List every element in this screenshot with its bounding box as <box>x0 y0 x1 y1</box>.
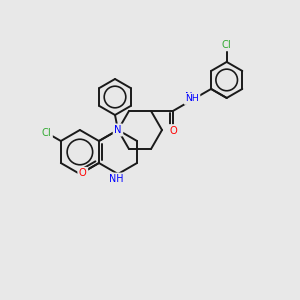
Text: N: N <box>185 92 193 102</box>
Text: Cl: Cl <box>222 40 232 50</box>
Text: Cl: Cl <box>42 128 51 138</box>
Text: O: O <box>79 168 87 178</box>
Text: O: O <box>169 126 177 136</box>
Text: N: N <box>114 125 122 135</box>
Text: NH: NH <box>109 174 123 184</box>
Text: H: H <box>190 95 196 104</box>
Text: NH: NH <box>185 94 199 103</box>
